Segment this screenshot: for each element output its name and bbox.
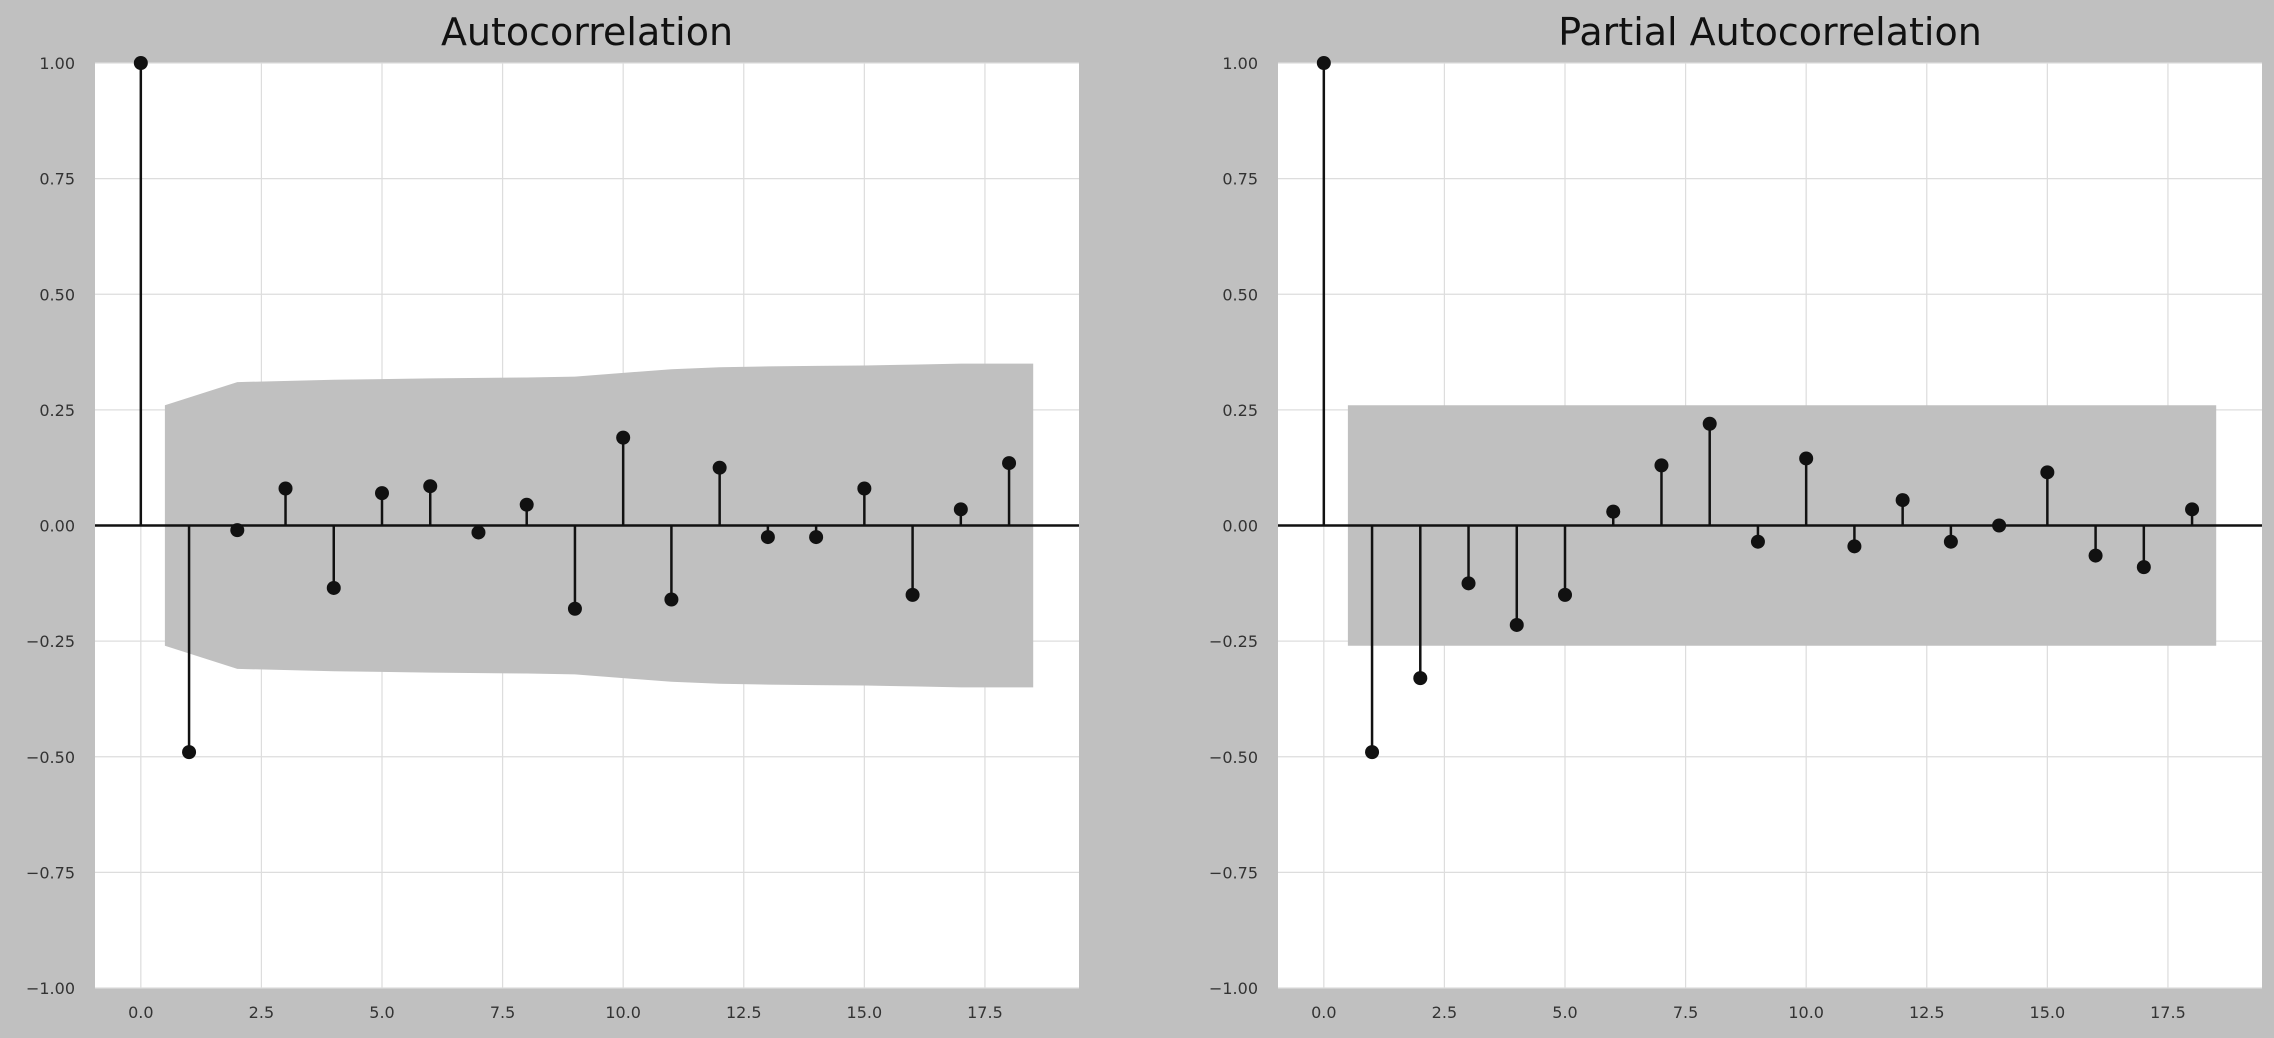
pacf-point-lag-5 xyxy=(1558,587,1572,602)
pacf-point-lag-17 xyxy=(2136,560,2151,575)
acf-point-lag-4 xyxy=(326,580,341,595)
acf-x-tick-label: 2.5 xyxy=(249,1003,274,1022)
acf-point-lag-18 xyxy=(1002,456,1017,471)
acf-y-tick-labels: 1.00 0.75 0.50 0.25 0.00 −0.25 −0.50 −0.75 −1.00 xyxy=(26,54,75,998)
pacf-point-lag-8 xyxy=(1702,416,1717,431)
pacf-x-tick-label: 15.0 xyxy=(2030,1003,2066,1022)
pacf-x-tick-label: 12.5 xyxy=(1909,1003,1945,1022)
pacf-x-tick-label: 7.5 xyxy=(1673,1003,1698,1022)
pacf-x-tick-label: 0.0 xyxy=(1311,1003,1336,1022)
pacf-point-lag-18 xyxy=(2185,502,2200,517)
acf-y-tick-label: 0.00 xyxy=(39,517,75,536)
pacf-point-lag-3 xyxy=(1461,576,1476,591)
acf-y-tick-label: 0.50 xyxy=(39,285,75,304)
acf-y-tick-label: −0.25 xyxy=(26,632,75,651)
acf-markers xyxy=(133,56,1017,760)
pacf-markers xyxy=(1316,56,2200,760)
acf-point-lag-0 xyxy=(133,56,148,70)
pacf-point-lag-9 xyxy=(1750,534,1765,549)
acf-point-lag-5 xyxy=(375,486,389,501)
pacf-point-lag-13 xyxy=(1943,534,1958,549)
acf-point-lag-16 xyxy=(905,587,920,602)
acf-x-tick-labels: 0.0 2.5 5.0 7.5 10.0 12.5 15.0 17.5 xyxy=(128,1003,1003,1022)
acf-y-tick-label: −0.50 xyxy=(26,748,75,767)
pacf-point-lag-15 xyxy=(2040,465,2055,480)
acf-y-tick-label: −0.75 xyxy=(26,863,75,882)
acf-x-tick-label: 5.0 xyxy=(369,1003,394,1022)
pacf-y-tick-label: 0.75 xyxy=(1222,170,1258,189)
acf-point-lag-7 xyxy=(471,525,486,540)
acf-x-tick-label: 15.0 xyxy=(847,1003,883,1022)
pacf-x-tick-label: 2.5 xyxy=(1432,1003,1457,1022)
pacf-y-tick-label: −0.75 xyxy=(1209,863,1258,882)
acf-y-tick-label: −1.00 xyxy=(26,979,75,998)
acf-x-tick-label: 7.5 xyxy=(490,1003,515,1022)
acf-point-lag-13 xyxy=(760,530,775,545)
pacf-x-tick-labels: 0.0 2.5 5.0 7.5 10.0 12.5 15.0 17.5 xyxy=(1311,1003,2186,1022)
pacf-x-tick-label: 17.5 xyxy=(2150,1003,2186,1022)
acf-point-lag-2 xyxy=(230,523,245,538)
acf-point-lag-11 xyxy=(664,592,679,607)
pacf-y-tick-label: 0.50 xyxy=(1222,285,1258,304)
pacf-point-lag-16 xyxy=(2088,548,2103,563)
acf-point-lag-8 xyxy=(519,497,534,512)
acf-point-lag-10 xyxy=(616,430,631,445)
pacf-point-lag-2 xyxy=(1413,671,1428,686)
pacf-point-lag-10 xyxy=(1799,451,1814,466)
pacf-y-tick-label: 1.00 xyxy=(1222,54,1258,73)
pacf-title: Partial Autocorrelation xyxy=(1558,10,1982,54)
acf-title: Autocorrelation xyxy=(441,10,733,54)
acf-point-lag-3 xyxy=(278,481,293,496)
acf-x-tick-label: 10.0 xyxy=(605,1003,641,1022)
pacf-point-lag-11 xyxy=(1847,539,1862,554)
pacf-panel: Partial Autocorrelation 0.0 2.5 5.0 7.5 10.0… xyxy=(1209,10,2262,1022)
acf-x-tick-label: 12.5 xyxy=(726,1003,762,1022)
acf-point-lag-6 xyxy=(423,479,438,494)
acf-x-tick-label: 17.5 xyxy=(967,1003,1003,1022)
pacf-point-lag-0 xyxy=(1316,56,1331,70)
acf-point-lag-17 xyxy=(953,502,968,517)
pacf-point-lag-1 xyxy=(1365,745,1380,760)
pacf-y-tick-label: 0.25 xyxy=(1222,401,1258,420)
acf-point-lag-1 xyxy=(182,745,197,760)
acf-y-tick-label: 0.75 xyxy=(39,170,75,189)
pacf-point-lag-14 xyxy=(1992,518,2007,533)
pacf-point-lag-12 xyxy=(1895,493,1910,508)
pacf-x-tick-label: 10.0 xyxy=(1788,1003,1824,1022)
acf-y-tick-label: 0.25 xyxy=(39,401,75,420)
pacf-y-tick-label: −0.25 xyxy=(1209,632,1258,651)
pacf-x-tick-label: 5.0 xyxy=(1552,1003,1577,1022)
pacf-point-lag-6 xyxy=(1606,504,1621,519)
acf-stems xyxy=(139,63,1011,753)
acf-y-tick-label: 1.00 xyxy=(39,54,75,73)
acf-point-lag-12 xyxy=(712,460,727,475)
acf-point-lag-9 xyxy=(567,601,582,616)
acf-point-lag-15 xyxy=(857,481,872,496)
pacf-y-tick-label: −0.50 xyxy=(1209,748,1258,767)
pacf-y-tick-label: 0.00 xyxy=(1222,517,1258,536)
pacf-point-lag-7 xyxy=(1654,458,1669,473)
pacf-y-tick-labels: 1.00 0.75 0.50 0.25 0.00 −0.25 −0.50 −0.75 −1.00 xyxy=(1209,54,1258,998)
acf-point-lag-14 xyxy=(809,530,824,545)
pacf-y-tick-label: −1.00 xyxy=(1209,979,1258,998)
pacf-point-lag-4 xyxy=(1509,617,1524,632)
acf-x-tick-label: 0.0 xyxy=(128,1003,153,1022)
pacf-stems xyxy=(1322,63,2194,753)
acf-panel: Autocorrelation 0.0 2.5 5.0 7.5 10.0 12.5 15.0… xyxy=(26,10,1079,1022)
